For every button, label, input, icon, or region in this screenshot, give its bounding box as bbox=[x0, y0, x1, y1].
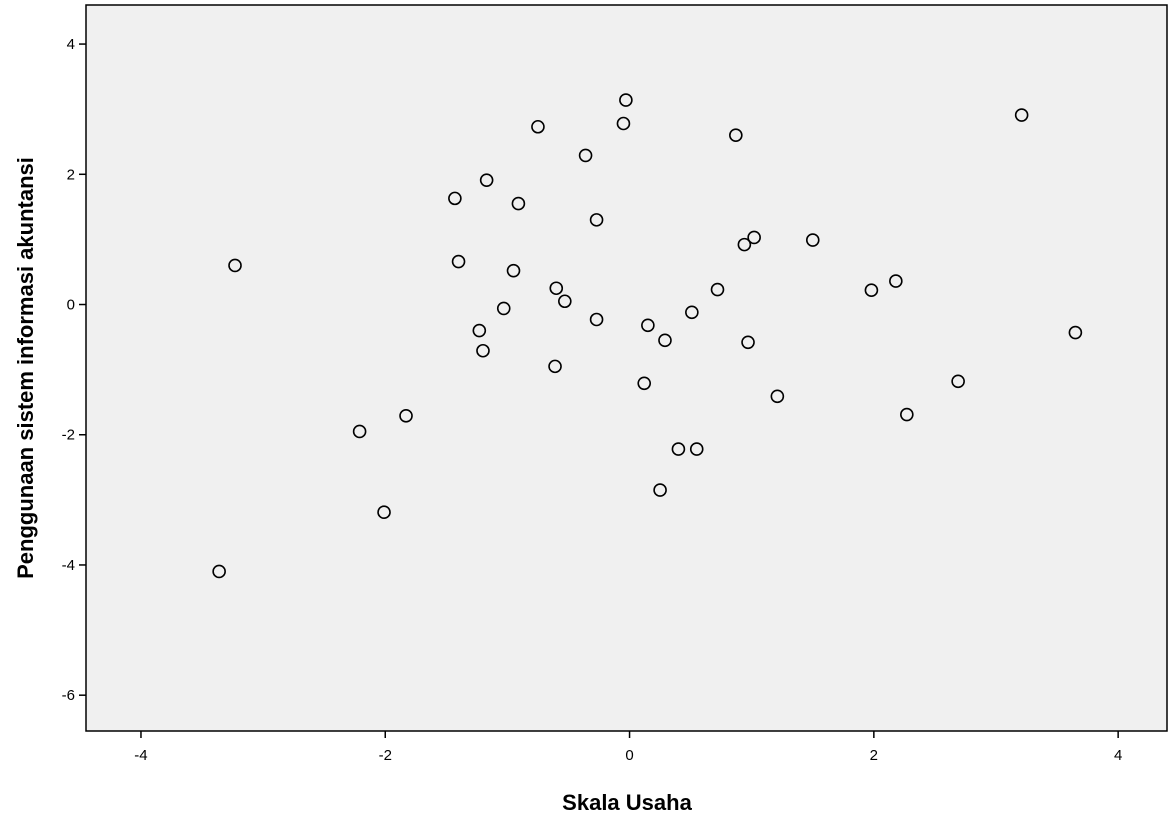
data-point bbox=[589, 213, 604, 227]
data-point bbox=[616, 116, 631, 131]
data-point bbox=[741, 335, 755, 350]
data-point bbox=[900, 407, 914, 422]
data-point bbox=[805, 233, 820, 247]
data-point bbox=[671, 442, 686, 456]
data-point bbox=[689, 442, 704, 456]
data-point bbox=[479, 173, 494, 187]
y-axis: 4 2 0 -2 -4 -6 bbox=[62, 36, 86, 704]
data-point bbox=[352, 424, 367, 439]
data-point bbox=[619, 93, 633, 107]
data-point bbox=[589, 312, 604, 327]
data-point bbox=[747, 230, 761, 245]
data-point bbox=[212, 564, 226, 579]
x-tick-label: 2 bbox=[870, 747, 878, 764]
data-point bbox=[658, 333, 672, 348]
data-point bbox=[496, 301, 511, 316]
data-point bbox=[637, 376, 652, 391]
y-tick-label: -6 bbox=[62, 687, 75, 704]
data-point bbox=[770, 389, 785, 404]
y-tick-label: 2 bbox=[67, 166, 75, 183]
y-tick-label: -4 bbox=[62, 557, 75, 574]
x-tick-label: -4 bbox=[134, 747, 147, 764]
data-point bbox=[377, 505, 391, 520]
data-point bbox=[228, 258, 242, 273]
data-point bbox=[472, 323, 487, 338]
y-tick-label: 4 bbox=[67, 36, 75, 53]
y-tick-label: -2 bbox=[62, 427, 75, 444]
x-tick-label: 0 bbox=[625, 747, 633, 764]
x-tick-label: -2 bbox=[379, 747, 392, 764]
data-point bbox=[578, 148, 593, 163]
data-point bbox=[399, 409, 413, 423]
data-point bbox=[558, 294, 572, 309]
data-point bbox=[1068, 325, 1083, 340]
data-point bbox=[506, 263, 521, 278]
x-axis: -4 -2 0 2 4 bbox=[134, 731, 1122, 764]
data-point bbox=[641, 318, 655, 333]
data-point bbox=[889, 274, 903, 288]
data-point bbox=[548, 359, 562, 374]
data-point bbox=[864, 283, 879, 297]
plot-area bbox=[85, 4, 1168, 732]
data-point bbox=[448, 191, 462, 206]
data-point bbox=[1014, 108, 1029, 122]
data-point bbox=[685, 305, 699, 320]
data-point bbox=[451, 254, 466, 269]
data-point bbox=[951, 374, 965, 389]
y-tick-label: 0 bbox=[67, 297, 75, 314]
y-axis-title: Penggunaan sistem informasi akuntansi bbox=[13, 157, 38, 579]
data-point bbox=[549, 281, 564, 296]
data-point bbox=[653, 483, 667, 497]
data-point bbox=[511, 196, 526, 211]
x-axis-title: Skala Usaha bbox=[562, 790, 692, 815]
data-point bbox=[710, 282, 725, 297]
data-point bbox=[476, 343, 490, 358]
data-point bbox=[531, 119, 545, 134]
data-points bbox=[212, 93, 1083, 579]
data-point bbox=[737, 237, 752, 252]
x-tick-label: 4 bbox=[1114, 747, 1122, 764]
data-point bbox=[729, 128, 743, 143]
